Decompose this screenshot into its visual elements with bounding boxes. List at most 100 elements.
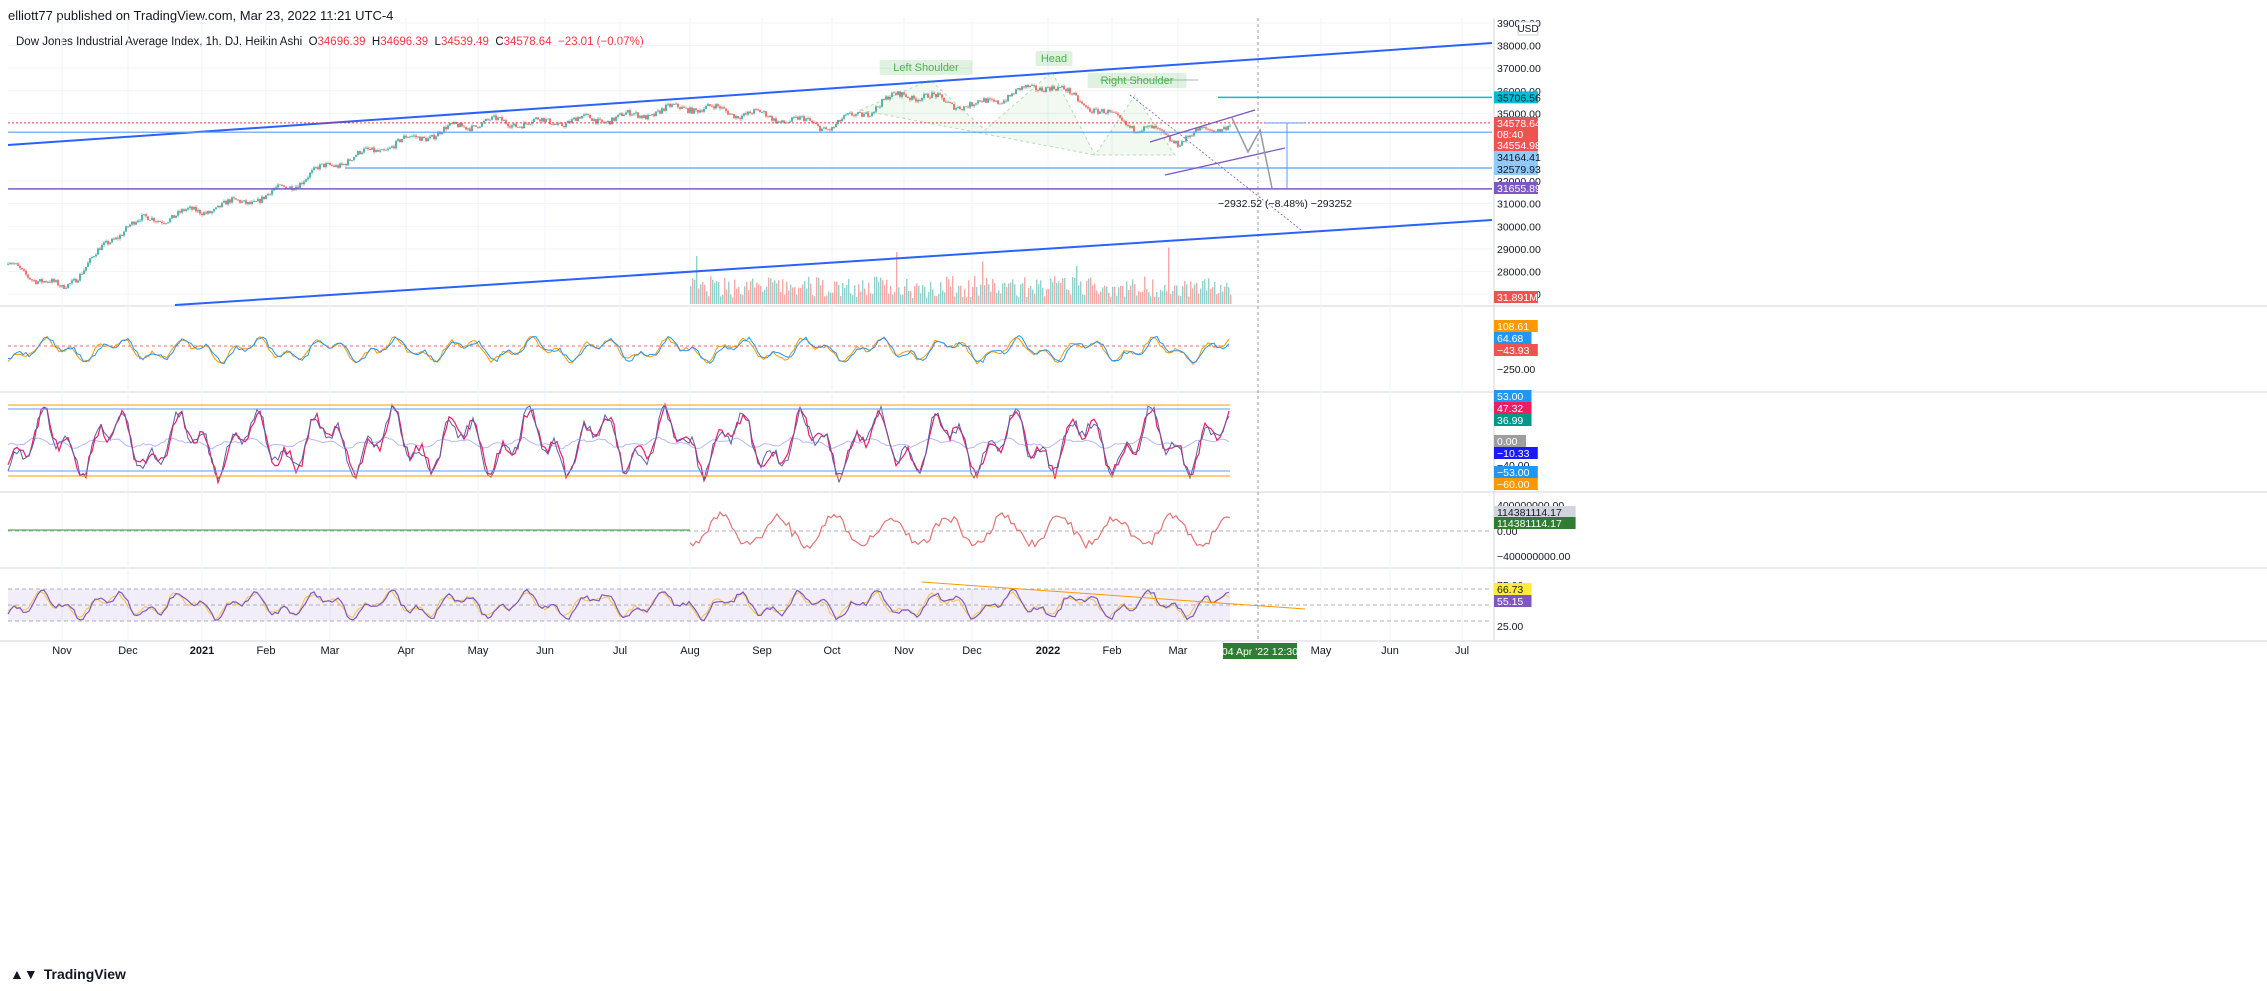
volume-bar	[1070, 294, 1072, 304]
price-candle	[823, 127, 825, 129]
price-candle	[679, 107, 681, 109]
price-candle	[45, 281, 47, 283]
price-candle	[399, 139, 401, 142]
volume-bar	[728, 281, 730, 304]
price-candle	[847, 113, 849, 115]
price-candle	[1129, 125, 1131, 128]
volume-bar	[832, 292, 834, 304]
price-candle	[815, 123, 817, 125]
price-candle	[1025, 85, 1027, 88]
price-candle	[201, 213, 203, 216]
price-candle	[1131, 126, 1133, 128]
price-candle	[17, 263, 19, 266]
price-candle	[81, 273, 83, 275]
price-candle	[955, 108, 957, 110]
price-candle	[297, 186, 299, 188]
volume-bar	[1046, 289, 1048, 304]
volume-bar	[770, 278, 772, 304]
price-candle	[1143, 126, 1145, 131]
price-candle	[105, 240, 107, 243]
price-candle	[555, 124, 557, 125]
volume-bar	[700, 284, 702, 304]
price-candle	[1063, 86, 1065, 90]
price-candle	[1089, 108, 1091, 112]
volume-bar	[836, 281, 838, 304]
price-candle	[505, 120, 507, 124]
price-candle	[1093, 108, 1095, 113]
price-candle	[1155, 125, 1157, 128]
volume-bar	[1032, 289, 1034, 304]
time-tick-label: Jul	[613, 645, 627, 657]
annotation-label: Head	[1041, 53, 1067, 65]
price-candle	[275, 187, 277, 189]
price-candle	[367, 147, 369, 150]
volume-bar	[1186, 284, 1188, 304]
price-candle	[697, 110, 699, 113]
price-badge	[1494, 139, 1538, 151]
price-candle	[321, 163, 323, 165]
volume-bar	[794, 287, 796, 304]
price-candle	[799, 116, 801, 120]
flow-line	[689, 510, 1231, 550]
price-candle	[199, 209, 201, 214]
price-candle	[1229, 125, 1231, 127]
price-candle	[939, 93, 941, 95]
price-candle	[971, 102, 973, 107]
price-candle	[441, 132, 443, 135]
price-candle	[205, 212, 207, 214]
volume-bar	[1154, 296, 1156, 304]
indicator-badge	[1494, 344, 1538, 356]
price-candle	[649, 114, 651, 116]
price-candle	[943, 97, 945, 102]
price-candle	[607, 120, 609, 123]
price-candle	[149, 219, 151, 221]
price-candle	[673, 104, 675, 105]
price-candle	[381, 149, 383, 151]
price-candle	[963, 106, 965, 110]
crosshair-date-badge	[1223, 643, 1297, 659]
price-candle	[1067, 88, 1069, 92]
price-candle	[147, 216, 149, 220]
rsi-trendline	[921, 581, 1306, 610]
price-tick-label: 37000.00	[1497, 63, 1541, 75]
volume-bar	[726, 289, 728, 304]
price-candle	[25, 270, 27, 275]
volume-bar	[874, 276, 876, 304]
volume-bar	[798, 287, 800, 304]
indicator-badge-label: 36.99	[1497, 415, 1523, 427]
price-candle	[157, 221, 159, 222]
price-candle	[361, 152, 363, 154]
volume-bar	[1210, 288, 1212, 304]
price-candle	[1111, 111, 1113, 113]
price-candle	[1151, 125, 1153, 129]
volume-bar	[746, 281, 748, 304]
price-candle	[379, 150, 381, 152]
price-candle	[573, 117, 575, 120]
price-candle	[489, 119, 491, 121]
volume-bar	[870, 293, 872, 304]
volume-bar	[934, 295, 936, 304]
price-candle	[251, 201, 253, 204]
price-candle	[389, 147, 391, 149]
price-candle	[1085, 105, 1087, 107]
price-candle	[521, 126, 523, 129]
price-candle	[167, 222, 169, 224]
price-tick-label: 28000.00	[1497, 266, 1541, 278]
price-candle	[893, 92, 895, 94]
price-candle	[615, 116, 617, 121]
volume-bar	[708, 296, 710, 304]
price-candle	[967, 106, 969, 108]
annotation-bg	[879, 60, 973, 75]
time-tick-label: Jun	[536, 645, 554, 657]
price-candle	[619, 113, 621, 115]
price-candle	[221, 202, 223, 208]
price-candle	[1023, 86, 1025, 88]
price-candle	[699, 110, 701, 113]
price-candle	[115, 237, 117, 240]
volume-bar	[872, 294, 874, 304]
price-candle	[775, 118, 777, 124]
volume-bar	[892, 294, 894, 304]
volume-bar	[738, 287, 740, 304]
price-candle	[339, 163, 341, 168]
